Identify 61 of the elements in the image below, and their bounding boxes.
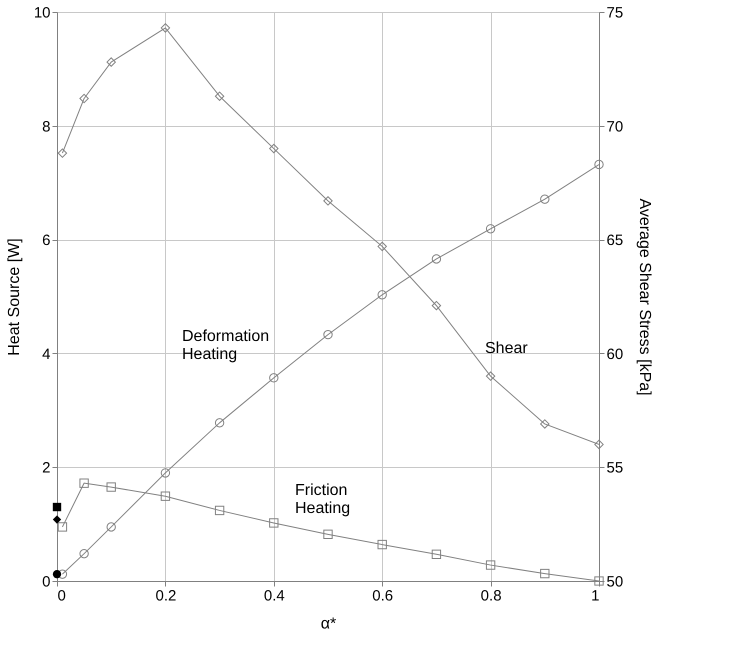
point [486,371,496,381]
x-tick-label: 0.8 [480,588,502,604]
point [432,300,442,310]
series-label: Deformation Heating [182,328,270,363]
y-tick-label: 8 [42,118,50,136]
point [214,92,224,101]
point [323,196,333,206]
y-tick-label: 0 [42,574,50,590]
x-tick-label: 0.6 [372,588,394,604]
point [79,94,89,104]
point [106,522,116,532]
point [269,373,278,383]
x-tick-label: 0 [58,588,66,604]
series-label: Friction Heating [295,482,350,517]
y-tick-label: 10 [34,4,50,22]
point [269,144,278,154]
point [79,478,89,488]
point [540,194,550,204]
y2-tick-label: 65 [606,232,624,250]
x-tick-label: 0.4 [264,588,285,604]
point [540,419,550,429]
y-axis-title: Heat Source [W] [6,238,23,356]
point [486,224,496,234]
y-tick-label: 2 [42,460,50,477]
point [486,560,496,570]
point [214,506,224,516]
y2-tick-label: 55 [606,460,624,477]
point [432,550,442,559]
point [378,540,387,550]
x-tick-label: 0.2 [155,588,176,604]
point [79,549,89,558]
point [269,518,278,528]
point [160,492,170,501]
y2-tick-label: 75 [606,4,624,22]
point [106,57,116,67]
point [323,330,333,340]
point [160,468,170,478]
point [594,160,604,170]
point [323,530,333,540]
point [378,242,387,252]
y2-axis-title: Average Shear Stress [kPa] [636,198,654,396]
point [378,290,387,300]
point [594,440,604,450]
x-axis-title: α* [320,616,336,632]
point [540,568,550,578]
point [52,515,62,524]
y2-tick-label: 60 [606,346,624,363]
point [106,482,116,492]
point [52,502,62,512]
point [160,23,170,33]
series-label: Shear [485,340,528,357]
point [214,418,224,428]
point [52,570,62,578]
point [58,148,68,158]
y-tick-label: 4 [42,346,50,363]
y2-tick-label: 70 [606,118,624,136]
x-tick-label: 1 [591,588,600,604]
y2-tick-label: 50 [606,574,624,590]
y-tick-label: 6 [42,232,50,250]
point [432,254,442,264]
point [58,522,68,532]
